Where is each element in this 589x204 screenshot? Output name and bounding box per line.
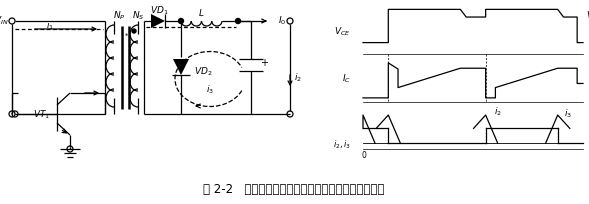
Polygon shape xyxy=(151,15,165,29)
Circle shape xyxy=(178,19,184,24)
Text: $I_C$: $I_C$ xyxy=(342,72,351,85)
Text: $N_P$: $N_P$ xyxy=(112,10,125,22)
Text: $i_3$: $i_3$ xyxy=(206,83,214,96)
Text: *: * xyxy=(125,33,128,39)
Text: $i_3$: $i_3$ xyxy=(564,107,572,120)
Text: $V_{IN}$: $V_{IN}$ xyxy=(586,10,589,22)
Text: $0$: $0$ xyxy=(361,149,368,160)
Text: $V_{CE}$: $V_{CE}$ xyxy=(335,25,351,38)
Text: $i_2$: $i_2$ xyxy=(494,105,502,118)
Text: $i_2,i_3$: $i_2,i_3$ xyxy=(333,137,351,150)
Text: $i_2$: $i_2$ xyxy=(294,71,302,84)
Text: $i_1$: $i_1$ xyxy=(46,20,54,32)
Circle shape xyxy=(236,19,240,24)
Polygon shape xyxy=(173,60,189,76)
Text: $L$: $L$ xyxy=(198,8,204,18)
Text: $VT_1$: $VT_1$ xyxy=(34,108,51,121)
Text: $I_0$: $I_0$ xyxy=(278,15,286,27)
Circle shape xyxy=(132,30,136,34)
Text: $VD_2$: $VD_2$ xyxy=(194,65,213,78)
Text: $N_S$: $N_S$ xyxy=(132,10,144,22)
Text: $+$: $+$ xyxy=(260,57,270,68)
Text: 图 2-2   正向激励变换方式开关电源电路及其工作波形: 图 2-2 正向激励变换方式开关电源电路及其工作波形 xyxy=(203,182,385,195)
Text: $V_{IN}$: $V_{IN}$ xyxy=(0,15,9,27)
Text: $VD_1$: $VD_1$ xyxy=(150,5,168,17)
